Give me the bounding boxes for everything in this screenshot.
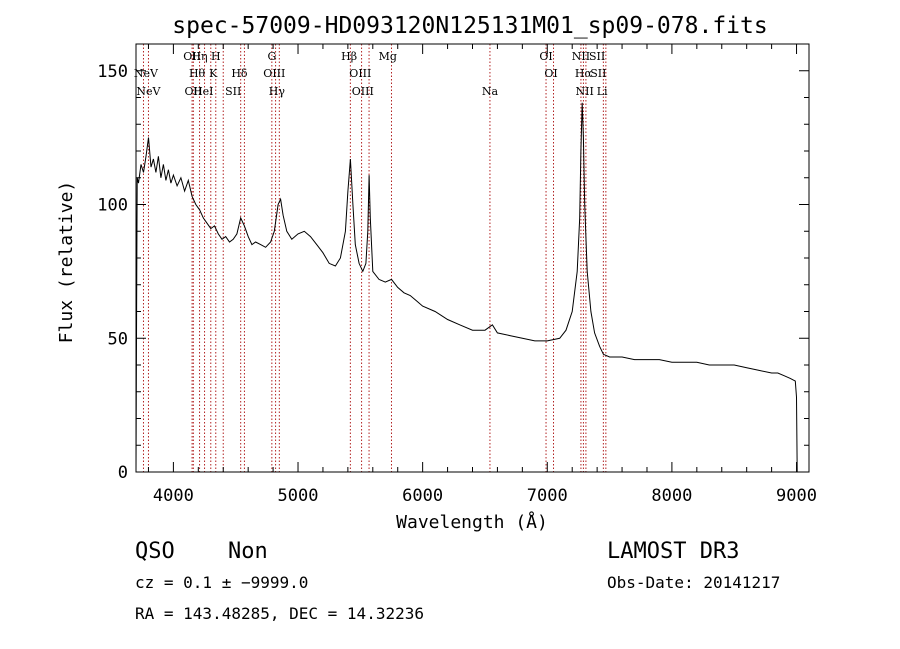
x-axis-ticks: 4000 5000 6000 7000 8000 9000: [147, 44, 817, 506]
survey-label: LAMOST DR3: [607, 539, 739, 564]
class-label: QSO: [135, 539, 175, 564]
radec-readout: RA = 143.48285, DEC = 14.32236: [135, 604, 424, 623]
x-axis-label: Wavelength (Å): [396, 511, 548, 533]
y-tick-label: 150: [97, 62, 128, 82]
line-label: SII: [225, 85, 241, 98]
line-label: HeI: [193, 85, 213, 98]
y-tick-label: 50: [108, 329, 128, 349]
x-tick-label: 8000: [651, 486, 692, 506]
emission-line-labels: NeVNeVOIIOIIHηHθHeIHKSIIHδGOIIIHγHβOIIIO…: [134, 50, 608, 98]
y-axis-ticks: 0 50 100 150: [97, 43, 809, 483]
x-tick-label: 6000: [402, 486, 443, 506]
y-axis-label: Flux (relative): [56, 181, 77, 344]
line-label: Mg: [379, 50, 397, 63]
line-label: G: [267, 50, 276, 63]
x-tick-label: 7000: [527, 486, 568, 506]
line-label: H: [211, 50, 221, 63]
cz-readout: cz = 0.1 ± −9999.0: [135, 573, 308, 592]
line-label: OIII: [263, 67, 285, 80]
line-label: NII: [572, 50, 590, 63]
line-label: Hβ: [341, 50, 357, 63]
spectrum-line: [135, 102, 798, 473]
emission-line-markers: [142, 44, 607, 472]
x-tick-label: 4000: [153, 486, 194, 506]
line-label: Na: [482, 85, 499, 98]
line-label: OII: [183, 50, 201, 63]
x-tick-label: 9000: [776, 486, 817, 506]
x-tick-label: 5000: [278, 486, 319, 506]
line-label: OII: [184, 85, 202, 98]
line-label: OIII: [352, 85, 374, 98]
line-label: SII: [590, 67, 606, 80]
chart-title: spec-57009-HD093120N125131M01_sp09-078.f…: [172, 13, 767, 39]
y-tick-label: 0: [118, 463, 128, 483]
line-label: Hγ: [269, 85, 286, 98]
line-label: Hη: [191, 50, 207, 63]
obs-date: Obs-Date: 20141217: [607, 573, 780, 592]
line-label: OI: [544, 67, 557, 80]
line-label: SII: [589, 50, 605, 63]
y-tick-label: 100: [97, 196, 128, 216]
line-label: NeV: [134, 67, 159, 80]
line-label: NII: [576, 85, 594, 98]
line-label: K: [209, 67, 218, 80]
line-label: Hθ: [189, 67, 206, 80]
line-label: Hδ: [231, 67, 248, 80]
line-label: NeV: [136, 85, 161, 98]
line-label: Hα: [575, 67, 593, 80]
line-label: Li: [597, 85, 608, 98]
subclass-label: Non: [228, 539, 268, 564]
line-label: OI: [539, 50, 552, 63]
line-label: OIII: [349, 67, 371, 80]
plot-frame: [135, 43, 810, 473]
